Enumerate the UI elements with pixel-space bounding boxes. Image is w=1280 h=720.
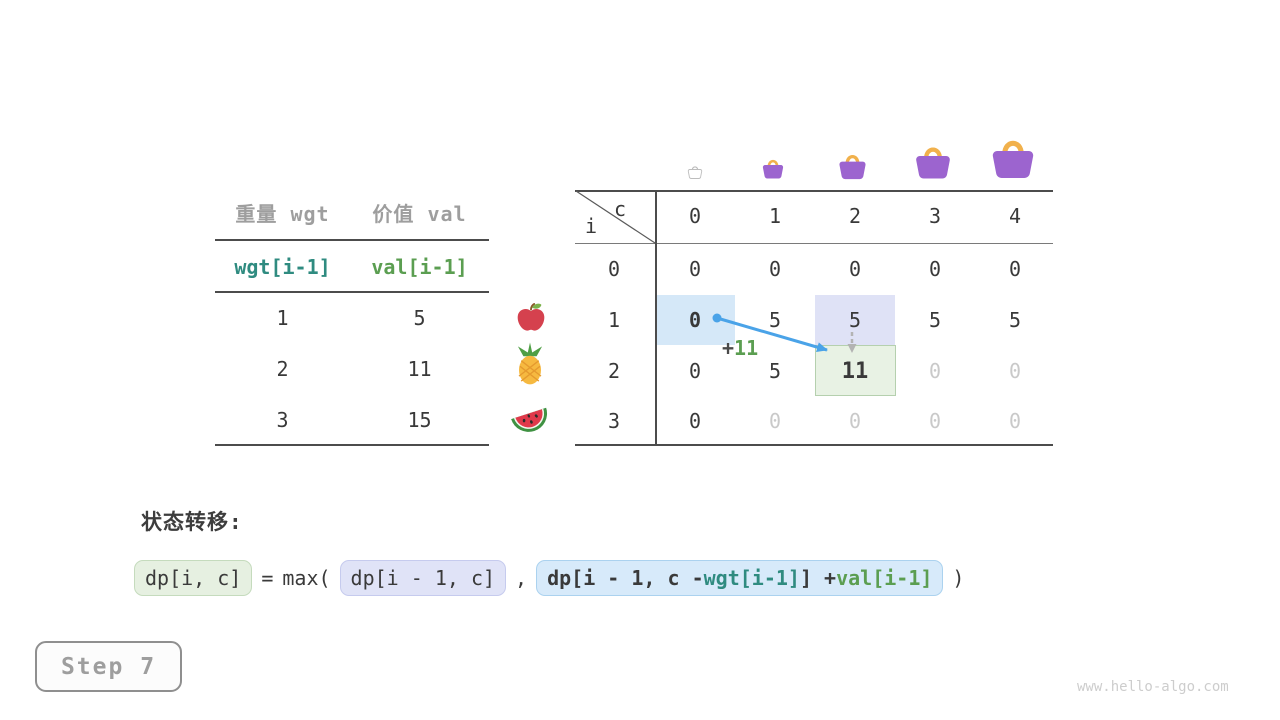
formula-comma: , — [515, 566, 528, 590]
formula-lhs-box: dp[i, c] — [134, 560, 253, 596]
watermelon-icon — [511, 407, 548, 432]
dp-table-rule-header — [575, 243, 1053, 244]
transfer-added-value: 11 — [734, 336, 759, 360]
dp-cell-0-1: 0 — [768, 257, 782, 281]
dp-row-header-3: 3 — [607, 409, 621, 433]
formula-close-paren: ) — [952, 566, 965, 590]
item-1-value: 5 — [413, 306, 426, 330]
items-table-rule-top — [215, 239, 489, 241]
state-transition-label: 状态转移: — [141, 510, 243, 534]
dp-cell-2-2: 11 — [841, 358, 869, 384]
dp-cell-0-3: 0 — [928, 257, 942, 281]
dp-cell-1-0: 0 — [688, 308, 702, 332]
formula-max-open: max( — [282, 566, 331, 590]
items-var-wgt: wgt[i-1] — [234, 255, 331, 279]
dp-row-header-0: 0 — [607, 257, 621, 281]
dp-cell-3-0: 0 — [688, 409, 702, 433]
dp-cell-2-1: 5 — [768, 359, 782, 383]
dp-table-rule-bottom — [575, 444, 1053, 446]
formula-arg1-box: dp[i - 1, c] — [339, 560, 507, 596]
watermark-url: www.hello-algo.com — [1077, 679, 1229, 695]
dp-col-header-3: 3 — [928, 204, 942, 228]
formula-equals: = — [261, 566, 274, 590]
empty-bag-icon — [687, 166, 703, 180]
items-col-weight-header: 重量 wgt — [235, 202, 330, 226]
bag-icon-1 — [761, 159, 785, 180]
dp-col-header-2: 2 — [848, 204, 862, 228]
item-1-weight: 1 — [276, 306, 289, 330]
dp-row-header-1: 1 — [607, 308, 621, 332]
formula-arg2-mid: ] + — [799, 566, 837, 590]
dp-table-rule-vertical — [655, 190, 657, 445]
pineapple-icon — [517, 342, 543, 385]
items-table-rule-mid — [215, 291, 489, 293]
dp-cell-3-2: 0 — [848, 409, 862, 433]
transfer-add-label: +11 — [722, 336, 758, 360]
dp-cell-0-4: 0 — [1008, 257, 1022, 281]
dp-row-var-label: i — [585, 214, 598, 238]
dp-col-header-4: 4 — [1008, 204, 1022, 228]
dp-cell-1-4: 5 — [1008, 308, 1022, 332]
item-2-value: 11 — [407, 357, 432, 381]
bag-icon-2 — [837, 155, 868, 181]
formula-arg2-box: dp[i - 1, c - wgt[i-1]] + val[i-1] — [536, 560, 944, 596]
dp-row-header-2: 2 — [607, 359, 621, 383]
dp-cell-1-2: 5 — [848, 308, 862, 332]
bag-icon-4 — [989, 133, 1037, 181]
dp-cell-2-3: 0 — [928, 359, 942, 383]
dp-cell-3-4: 0 — [1008, 409, 1022, 433]
dp-cell-3-3: 0 — [928, 409, 942, 433]
formula-arg2-val: val[i-1] — [836, 566, 933, 590]
dp-cell-0-0: 0 — [688, 257, 702, 281]
item-3-value: 15 — [407, 408, 432, 432]
items-var-val: val[i-1] — [371, 255, 468, 279]
dp-col-header-0: 0 — [688, 204, 702, 228]
dp-col-var-label: c — [614, 197, 627, 221]
dp-cell-2-0: 0 — [688, 359, 702, 383]
state-transition-formula: dp[i, c] = max( dp[i - 1, c] , dp[i - 1,… — [134, 560, 964, 596]
highlight-cell-i1-c2 — [815, 295, 895, 345]
dp-cell-3-1: 0 — [768, 409, 782, 433]
dp-col-header-1: 1 — [768, 204, 782, 228]
dp-cell-0-2: 0 — [848, 257, 862, 281]
items-col-value-header: 价值 val — [372, 202, 467, 226]
dp-table-rule-top — [575, 190, 1053, 192]
step-button[interactable]: Step 7 — [35, 641, 182, 692]
apple-icon — [517, 303, 545, 331]
item-3-weight: 3 — [276, 408, 289, 432]
formula-arg2-pre: dp[i - 1, c - — [547, 566, 704, 590]
item-2-weight: 2 — [276, 357, 289, 381]
dp-cell-1-3: 5 — [928, 308, 942, 332]
formula-arg2-wgt: wgt[i-1] — [703, 566, 800, 590]
transfer-plus-sign: + — [722, 336, 735, 360]
bag-icon-3 — [913, 141, 953, 181]
dp-cell-2-4: 0 — [1008, 359, 1022, 383]
items-table-rule-bottom — [215, 444, 489, 446]
